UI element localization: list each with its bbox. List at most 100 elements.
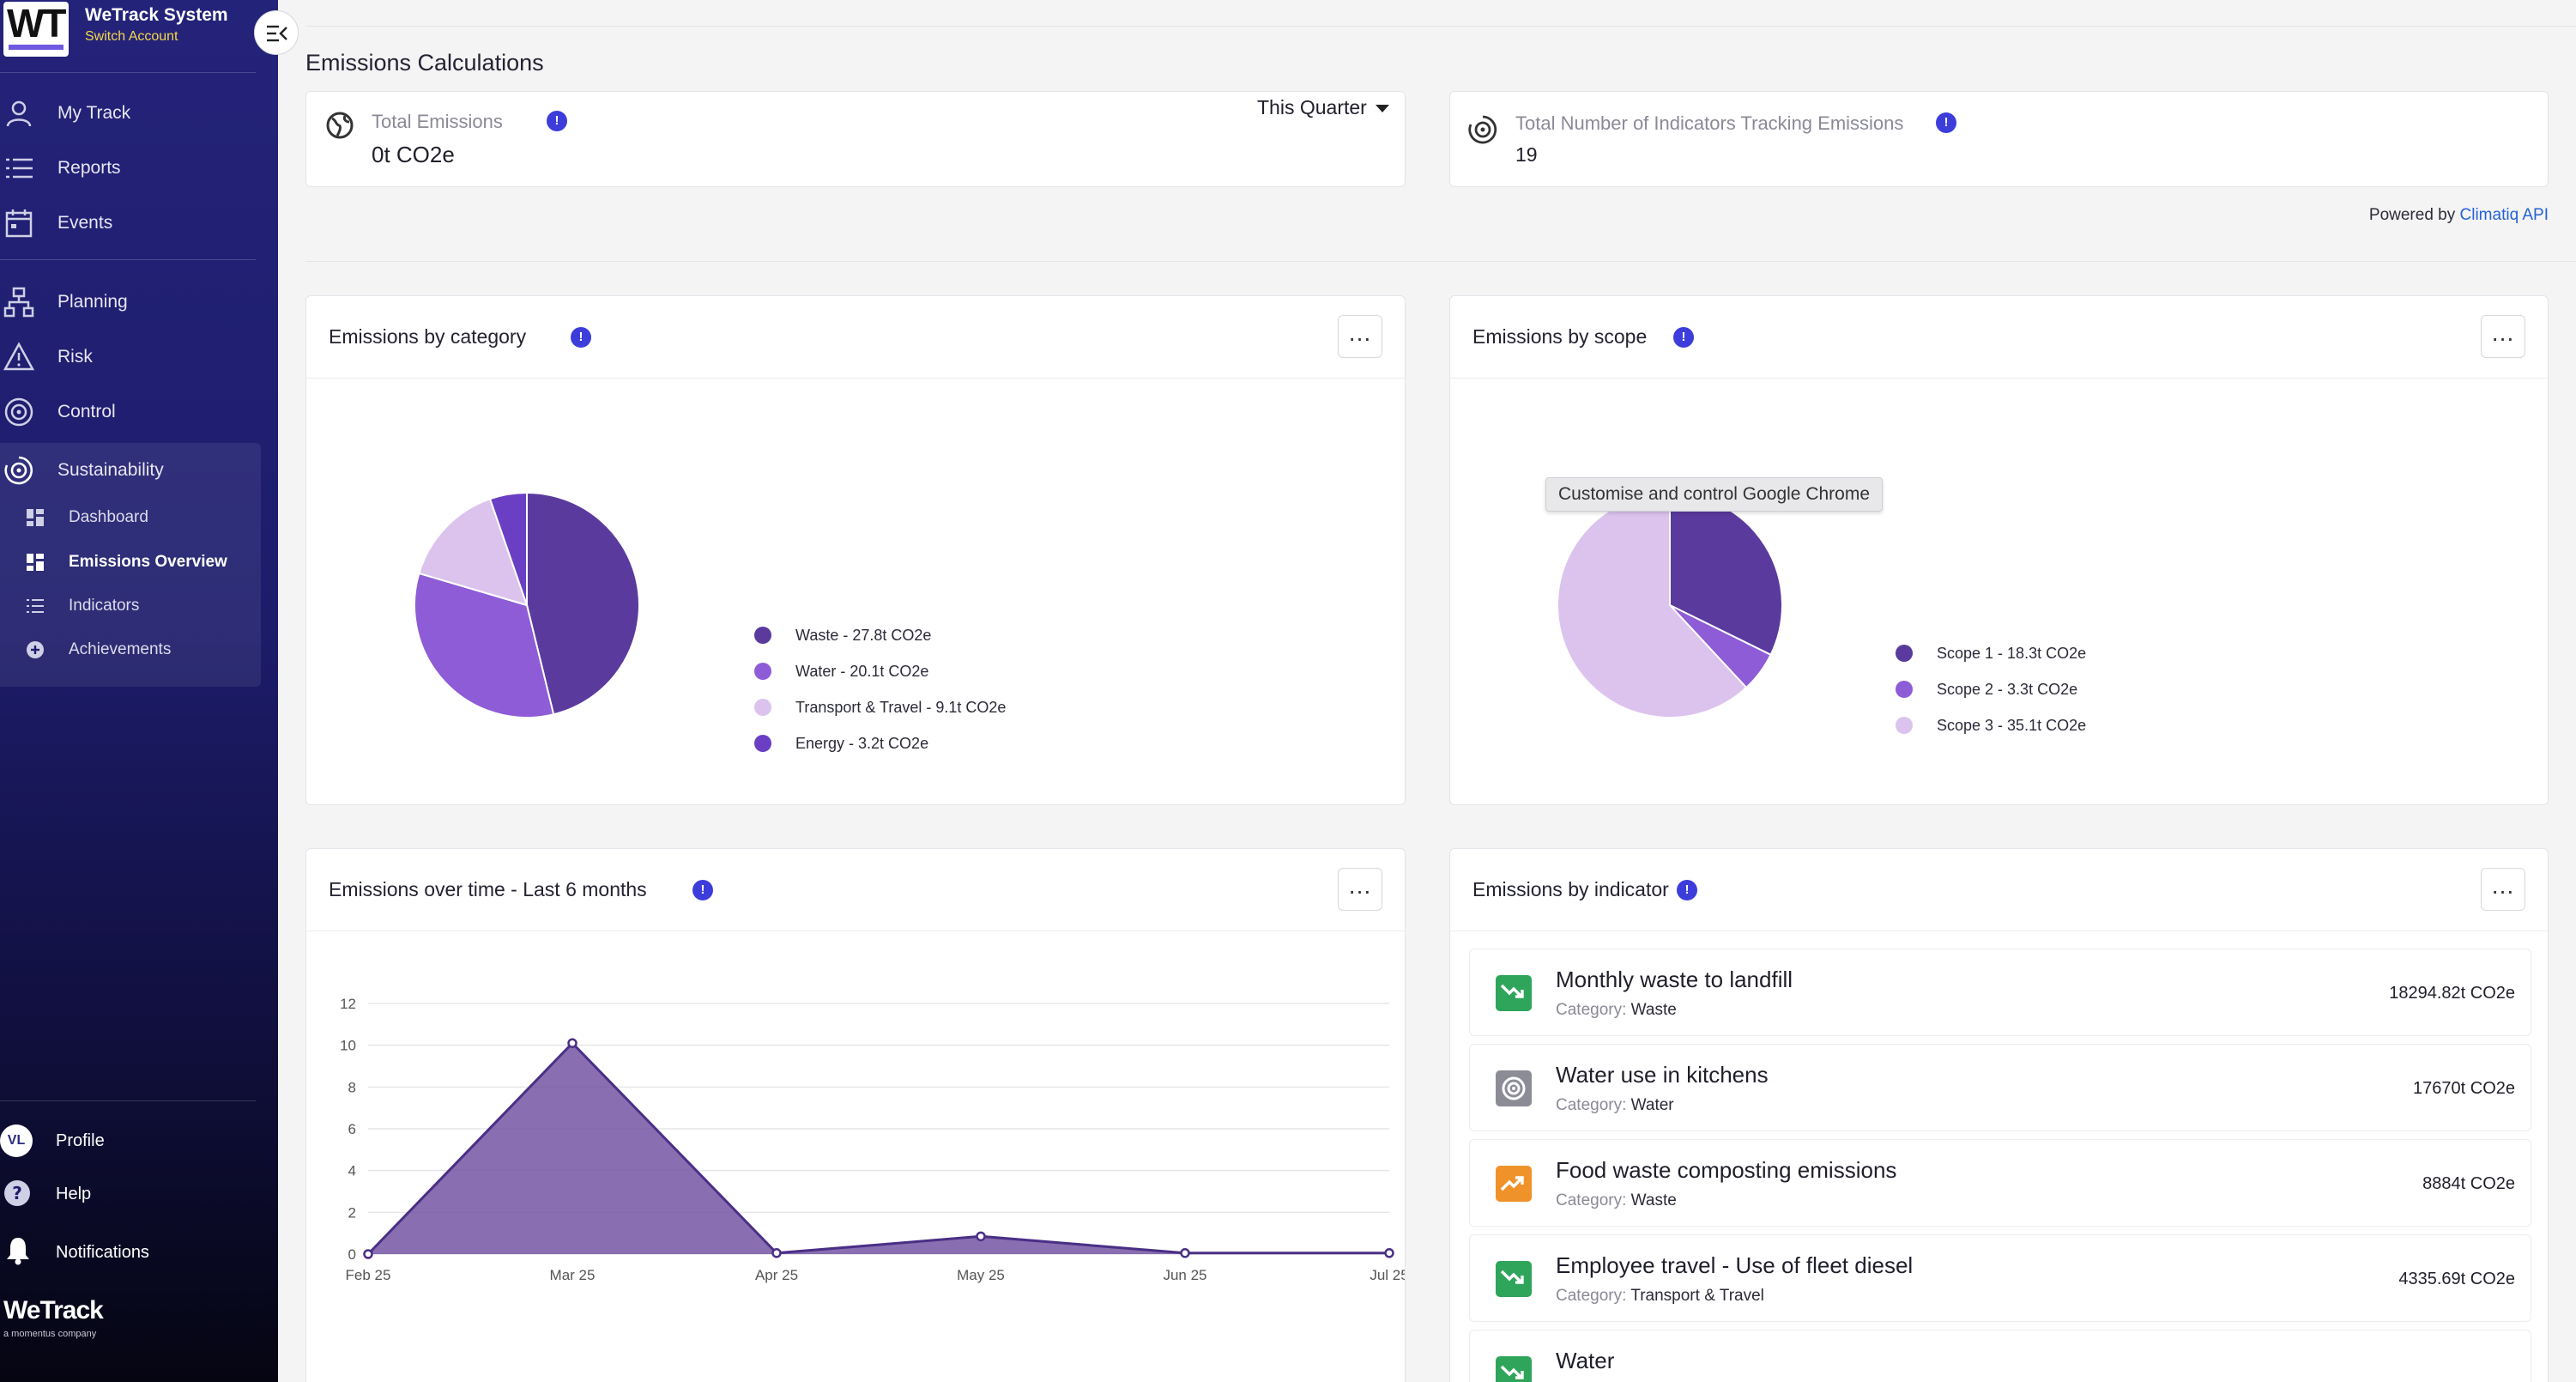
sidebar-item-sustainability[interactable]: Sustainability: [0, 445, 257, 493]
sidebar-subitem-dashboard[interactable]: Dashboard: [0, 496, 257, 536]
sidebar-item-planning[interactable]: Planning: [0, 276, 257, 324]
more-options-button[interactable]: …: [2481, 315, 2525, 358]
sidebar-item-label: Events: [57, 213, 113, 233]
period-dropdown[interactable]: This Quarter: [1257, 96, 1389, 119]
indicator-row[interactable]: Water use in kitchens Category: Water 1767…: [1469, 1044, 2531, 1131]
emissions-by-category-pie: Waste - 27.8t CO2e Water - 20.1t CO2e Tran…: [414, 491, 1006, 752]
sidebar-item-events[interactable]: Events: [0, 197, 257, 245]
app-name: WeTrack System: [85, 5, 228, 25]
sidebar-subitem-achievements[interactable]: Achievements: [0, 628, 257, 668]
legend-swatch: [754, 627, 771, 644]
more-options-button[interactable]: …: [2481, 868, 2525, 911]
legend-label: Scope 3 - 35.1t CO2e: [1937, 717, 2086, 734]
sidebar-item-risk[interactable]: Risk: [0, 331, 257, 379]
info-icon[interactable]: !: [692, 880, 713, 900]
data-point[interactable]: [771, 1248, 782, 1258]
indicator-value: 17670t CO2e: [2413, 1079, 2515, 1098]
y-tick-label: 6: [348, 1121, 356, 1137]
indicator-value: 8884t CO2e: [2422, 1174, 2515, 1193]
powered-by-label: Powered by: [2368, 206, 2456, 224]
indicator-value: 18294.82t CO2e: [2389, 984, 2515, 1003]
switch-account-link[interactable]: Switch Account: [85, 29, 178, 44]
sidebar-item-label: Sustainability: [57, 460, 164, 480]
pie-slice[interactable]: [414, 572, 555, 718]
emissions-by-scope-card: Emissions by scope ! … Scope 1 - 18.3t C…: [1449, 295, 2549, 805]
indicator-row[interactable]: Food waste composting emissions Category:…: [1469, 1139, 2531, 1227]
x-tick-label: May 25: [957, 1267, 1005, 1283]
indicator-name: Food waste composting emissions: [1556, 1157, 1897, 1183]
info-icon[interactable]: !: [1677, 880, 1697, 900]
more-options-button[interactable]: …: [1338, 868, 1382, 911]
caret-down-icon: [1375, 104, 1389, 112]
card-title: Emissions by indicator: [1472, 878, 1669, 900]
info-icon[interactable]: !: [1673, 327, 1694, 348]
indicator-row[interactable]: Employee travel - Use of fleet diesel Cat…: [1469, 1234, 2531, 1322]
collapse-menu-icon: [267, 25, 287, 42]
indicators-count-card: Total Number of Indicators Tracking Emis…: [1449, 91, 2549, 187]
info-icon[interactable]: !: [547, 111, 567, 131]
total-emissions-card: Total Emissions ! 0t CO2e: [305, 91, 1406, 187]
card-header: Emissions by indicator ! …: [1450, 849, 2548, 931]
sidebar-item-control[interactable]: Control: [0, 386, 257, 434]
pie-slice[interactable]: [418, 497, 529, 607]
emissions-over-time-card: Emissions over time - Last 6 months ! … …: [305, 848, 1406, 1382]
legend-label: Waste - 27.8t CO2e: [795, 627, 931, 644]
data-point[interactable]: [567, 1038, 577, 1048]
divider: [0, 72, 256, 73]
brand-initials: WT: [7, 1, 67, 45]
legend-swatch: [1896, 717, 1913, 734]
total-emissions-label: Total Emissions: [372, 111, 503, 132]
sidebar-subitem-emissions-overview[interactable]: Emissions Overview: [0, 541, 257, 580]
x-tick-label: Jul 25: [1370, 1267, 1405, 1283]
target-icon: [1496, 1070, 1532, 1106]
more-options-button[interactable]: …: [1338, 315, 1382, 358]
sidebar-subitem-label: Indicators: [69, 597, 140, 615]
data-point[interactable]: [363, 1249, 373, 1259]
sidebar-item-my-track[interactable]: My Track: [0, 88, 257, 136]
indicator-category: Category: Waste: [1556, 1001, 1677, 1020]
period-selected-value: This Quarter: [1257, 96, 1367, 118]
info-icon[interactable]: !: [571, 327, 591, 348]
indicator-value: 4335.69t CO2e: [2398, 1270, 2515, 1288]
list-icon: [6, 158, 33, 179]
brand-header[interactable]: WT WeTrack System Switch Account: [0, 0, 278, 69]
pie-slice[interactable]: [488, 491, 528, 606]
notifications-link[interactable]: Notifications: [56, 1243, 149, 1262]
sidebar-subitem-label: Emissions Overview: [69, 553, 227, 571]
bell-icon[interactable]: [5, 1236, 31, 1265]
help-link[interactable]: Help: [56, 1185, 92, 1203]
profile-link[interactable]: Profile: [56, 1131, 105, 1150]
data-point[interactable]: [976, 1231, 986, 1242]
trend-down-icon: [1496, 1356, 1532, 1382]
area-fill: [368, 1043, 1389, 1254]
avatar[interactable]: VL: [0, 1124, 33, 1157]
hierarchy-icon: [3, 287, 34, 318]
legend-label: Transport & Travel - 9.1t CO2e: [795, 699, 1006, 716]
indicators-count-label: Total Number of Indicators Tracking Emis…: [1515, 112, 1904, 134]
info-icon[interactable]: !: [1936, 112, 1956, 133]
indicator-category: Category: Transport & Travel: [1556, 1287, 1764, 1306]
main-content: Emissions Calculations Total Emissions !…: [278, 0, 2576, 1382]
card-title: Emissions by scope: [1472, 325, 1648, 348]
series-line: [366, 1041, 1389, 1256]
data-point[interactable]: [1180, 1248, 1190, 1258]
indicator-row[interactable]: Monthly waste to landfill Category: Waste…: [1469, 949, 2531, 1036]
indicator-category-label: Category:: [1556, 1096, 1627, 1114]
sidebar-subitem-indicators[interactable]: Indicators: [0, 585, 257, 624]
legend-label: Scope 1 - 18.3t CO2e: [1937, 645, 2086, 662]
climatiq-api-link[interactable]: Climatiq API: [2459, 206, 2549, 224]
sidebar-item-label: Reports: [57, 158, 121, 178]
legend-swatch: [754, 663, 771, 680]
card-header: Emissions over time - Last 6 months ! …: [306, 849, 1405, 931]
calendar-icon: [5, 209, 33, 238]
sidebar-item-reports[interactable]: Reports: [0, 142, 257, 191]
sidebar-item-label: Planning: [57, 292, 128, 312]
trend-up-icon: [1496, 1166, 1532, 1202]
indicator-row[interactable]: Water: [1469, 1330, 2531, 1382]
footer-tagline: a momentus company: [3, 1329, 97, 1339]
data-point[interactable]: [1384, 1248, 1394, 1258]
pie-slice[interactable]: [526, 491, 640, 716]
collapse-sidebar-button[interactable]: [254, 10, 299, 55]
sustainability-icon: [1468, 115, 1497, 144]
help-icon[interactable]: ?: [3, 1179, 31, 1207]
